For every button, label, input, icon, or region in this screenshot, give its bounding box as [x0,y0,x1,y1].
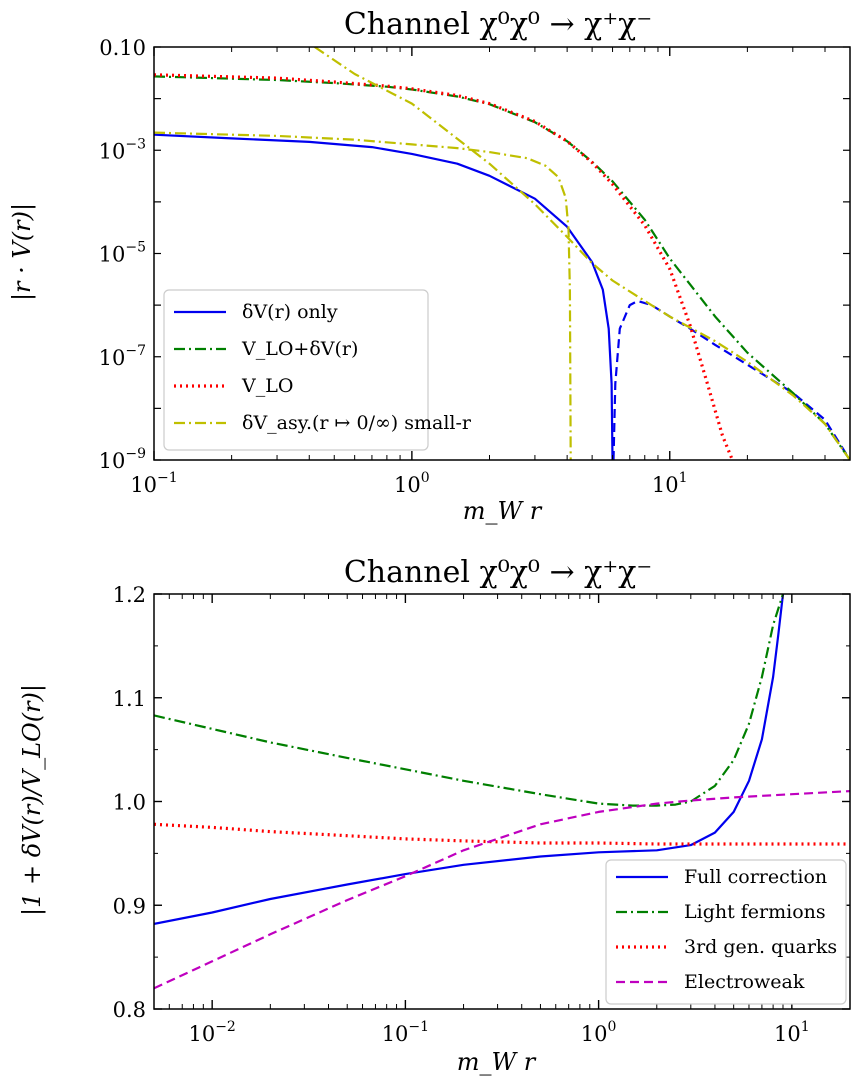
top-chart: Channel χ⁰χ⁰ → χ⁺χ⁻ 10−1 100 101 10−910−71… [8,7,851,525]
x-tick-label: 101 [652,470,688,497]
bottom-plot-area [154,594,850,990]
legend-label: V_LO [241,375,293,397]
y-tick-label: 10−7 [99,343,146,370]
top-plot-area [154,47,850,460]
bottom-axis-ticks [153,593,851,1010]
series-line-bottom-3 [154,790,850,990]
x-tick-label: 100 [394,470,430,497]
top-x-tick-labels: 10−1 100 101 [130,470,687,497]
y-tick-label: 10−9 [99,446,146,473]
y-tick-label: 0.8 [113,998,146,1022]
bottom-y-tick-labels: 0.8 0.9 1.0 1.1 1.2 [113,583,146,1022]
bottom-x-axis-label: m_W r [457,1048,537,1076]
top-y-axis-label: |r · V(r)| [8,203,37,301]
series-line-top-2 [154,75,850,460]
x-tick-label: 101 [774,1019,810,1046]
y-tick-label: 1.2 [113,583,146,607]
bottom-chart: Channel χ⁰χ⁰ → χ⁺χ⁻ 10−2 10−1 100 101 0.80.… [18,555,851,1076]
bottom-y-axis-label: |1 + δV(r)/V_LO(r)| [18,684,47,916]
x-tick-label: 100 [581,1019,617,1046]
legend-label: δV_asy.(r ↦ 0/∞) small-r [242,412,472,434]
series-line-top-5 [314,47,850,460]
series-line-top-1 [612,299,850,460]
legend-label: δV(r) only [242,301,338,323]
top-legend: δV(r) only V_LO+δV(r) V_LO δV_asy.(r ↦ 0/∞)… [163,289,472,451]
series-line-top-0 [154,133,614,460]
legend-label: Electroweak [684,971,805,993]
bottom-legend-box [605,859,847,1005]
y-tick-label: 0.10 [99,36,146,60]
x-tick-label: 10−2 [188,1019,235,1046]
top-legend-box [163,289,429,451]
legend-label: V_LO+δV(r) [241,338,358,360]
top-chart-title: Channel χ⁰χ⁰ → χ⁺χ⁻ [344,7,652,42]
legend-label: 3rd gen. quarks [684,936,837,958]
series-line-bottom-0 [154,594,785,925]
x-tick-label: 10−1 [382,1019,429,1046]
legend-label: Light fermions [684,901,826,923]
bottom-x-tick-labels: 10−2 10−1 100 101 [188,1019,809,1046]
bottom-legend: Full correction Light fermions 3rd gen. qu… [605,859,847,1005]
series-line-bottom-2 [154,822,850,846]
x-tick-label: 10−1 [130,470,177,497]
top-axis-ticks [153,46,851,461]
y-tick-label: 1.1 [113,687,146,711]
top-y-tick-labels: 10−9 10−7 10−5 10−3 0.10 [99,36,146,473]
series-line-top-4 [154,131,572,460]
bottom-chart-title: Channel χ⁰χ⁰ → χ⁺χ⁻ [344,555,652,590]
y-tick-label: 10−5 [99,240,146,267]
top-x-axis-label: m_W r [463,497,543,525]
series-line-bottom-1 [154,594,785,807]
legend-label: Full correction [684,866,827,888]
y-tick-label: 0.9 [113,894,146,918]
y-tick-label: 1.0 [113,791,146,815]
y-tick-label: 10−3 [99,136,146,163]
